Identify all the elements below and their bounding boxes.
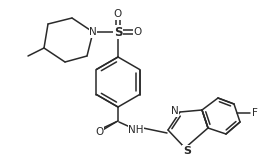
Text: N: N — [171, 106, 179, 116]
Text: N: N — [89, 27, 97, 37]
Text: O: O — [134, 27, 142, 37]
Text: O: O — [114, 9, 122, 19]
Text: NH: NH — [128, 125, 144, 135]
Text: F: F — [252, 108, 258, 118]
Text: O: O — [95, 127, 103, 137]
Text: S: S — [114, 25, 122, 39]
Text: S: S — [183, 146, 191, 156]
